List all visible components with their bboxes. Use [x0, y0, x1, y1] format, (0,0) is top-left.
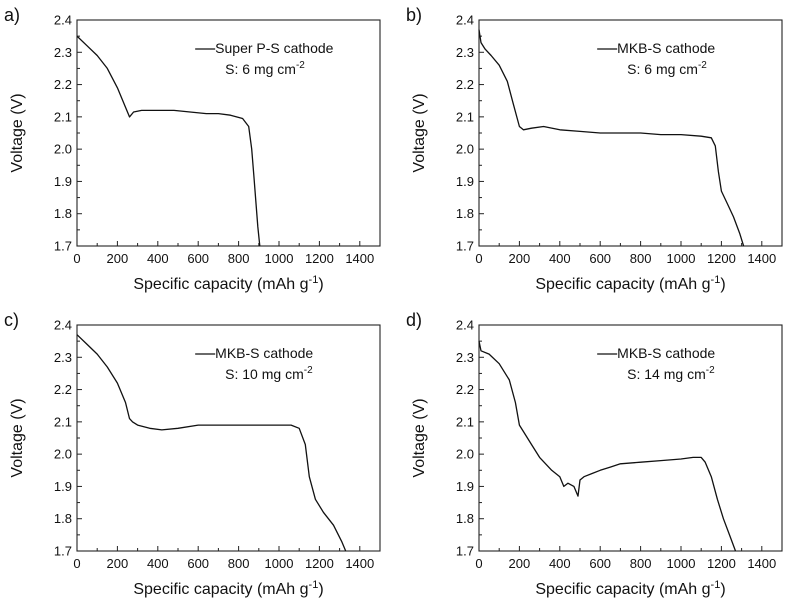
panel-letter: b): [406, 5, 422, 25]
x-tick-label: 400: [147, 251, 169, 266]
y-tick-label: 2.2: [456, 77, 474, 92]
y-axis-title: Voltage (V): [9, 398, 26, 477]
y-tick-label: 2.2: [54, 382, 72, 397]
x-tick-label: 0: [475, 251, 482, 266]
x-tick-label: 0: [475, 556, 482, 571]
y-tick-label: 1.8: [54, 206, 72, 221]
y-tick-label: 2.0: [456, 142, 474, 157]
y-axis-title: Voltage (V): [411, 398, 428, 477]
x-tick-label: 1000: [667, 251, 696, 266]
series-line: [76, 35, 261, 247]
x-tick-label: 1200: [305, 556, 334, 571]
x-tick-label: 800: [630, 251, 652, 266]
y-tick-label: 1.8: [54, 511, 72, 526]
legend-series-label: Super P-S cathode: [215, 40, 334, 56]
x-tick-label: 600: [187, 251, 209, 266]
x-tick-label: 800: [228, 251, 250, 266]
legend-loading-label: S: 10 mg cm-2: [225, 365, 313, 382]
y-tick-label: 1.7: [456, 544, 474, 559]
x-tick-label: 1200: [707, 556, 736, 571]
x-tick-label: 0: [73, 556, 80, 571]
series-line: [478, 340, 737, 552]
x-tick-label: 400: [549, 556, 571, 571]
y-tick-label: 1.7: [456, 239, 474, 254]
legend-loading-label: S: 6 mg cm-2: [225, 60, 305, 77]
legend-series-label: MKB-S cathode: [215, 345, 313, 361]
x-tick-label: 1000: [265, 556, 294, 571]
y-tick-label: 2.3: [456, 350, 474, 365]
series-line: [478, 29, 745, 247]
y-tick-label: 2.1: [456, 109, 474, 124]
legend: MKB-S cathode S: 6 mg cm-2: [597, 40, 715, 77]
legend: MKB-S cathode S: 14 mg cm-2: [597, 345, 715, 382]
panel-letter: d): [406, 310, 422, 330]
y-tick-label: 2.2: [456, 382, 474, 397]
y-tick-label: 2.1: [54, 109, 72, 124]
x-tick-label: 400: [549, 251, 571, 266]
y-tick-label: 2.2: [54, 77, 72, 92]
y-tick-label: 1.9: [456, 479, 474, 494]
y-tick-label: 2.1: [54, 414, 72, 429]
x-tick-label: 400: [147, 556, 169, 571]
x-tick-label: 200: [509, 251, 531, 266]
legend-series-label: MKB-S cathode: [617, 345, 715, 361]
y-tick-label: 2.3: [456, 45, 474, 60]
y-tick-label: 1.9: [54, 479, 72, 494]
panel-1: 0 200 400 600 800 1000 1200 1400 1.7 1.8 1.9 2.0 2.1…: [4, 5, 381, 293]
x-tick-label: 1400: [345, 251, 374, 266]
y-tick-label: 2.0: [456, 447, 474, 462]
x-tick-label: 800: [630, 556, 652, 571]
x-tick-label: 600: [187, 556, 209, 571]
legend-loading-label: S: 6 mg cm-2: [627, 60, 707, 77]
x-tick-label: 1200: [707, 251, 736, 266]
x-tick-label: 600: [589, 556, 611, 571]
x-axis-title: Specific capacity (mAh g-1): [535, 274, 725, 293]
x-axis-title: Specific capacity (mAh g-1): [535, 579, 725, 598]
x-axis-title: Specific capacity (mAh g-1): [133, 579, 323, 598]
y-tick-label: 2.3: [54, 350, 72, 365]
y-tick-label: 1.7: [54, 239, 72, 254]
x-tick-label: 1200: [305, 251, 334, 266]
legend-series-label: MKB-S cathode: [617, 40, 715, 56]
x-tick-label: 1400: [747, 556, 776, 571]
y-tick-label: 2.3: [54, 45, 72, 60]
y-tick-label: 2.0: [54, 447, 72, 462]
x-axis-title: Specific capacity (mAh g-1): [133, 274, 323, 293]
y-tick-label: 2.4: [54, 13, 72, 28]
y-tick-label: 1.8: [456, 206, 474, 221]
y-tick-label: 2.1: [456, 414, 474, 429]
y-axis-title: Voltage (V): [411, 93, 428, 172]
x-tick-label: 1000: [667, 556, 696, 571]
panel-4: 0 200 400 600 800 1000 1200 1400 1.7 1.8 1.9 2.0 2.1…: [406, 310, 783, 598]
y-tick-label: 2.4: [54, 318, 72, 333]
x-tick-label: 1000: [265, 251, 294, 266]
y-tick-label: 2.4: [456, 318, 474, 333]
x-tick-label: 200: [107, 251, 129, 266]
x-tick-label: 600: [589, 251, 611, 266]
panel-2: 0 200 400 600 800 1000 1200 1400 1.7 1.8 1.9 2.0 2.1…: [406, 5, 783, 293]
panel-letter: a): [4, 5, 20, 25]
series-line: [76, 334, 347, 552]
legend-loading-label: S: 14 mg cm-2: [627, 365, 715, 382]
y-tick-label: 1.9: [54, 174, 72, 189]
y-tick-label: 2.4: [456, 13, 474, 28]
y-axis-title: Voltage (V): [9, 93, 26, 172]
x-tick-label: 1400: [345, 556, 374, 571]
y-tick-label: 2.0: [54, 142, 72, 157]
x-tick-label: 1400: [747, 251, 776, 266]
x-tick-label: 200: [107, 556, 129, 571]
y-tick-label: 1.9: [456, 174, 474, 189]
x-tick-label: 200: [509, 556, 531, 571]
x-tick-label: 0: [73, 251, 80, 266]
y-tick-label: 1.8: [456, 511, 474, 526]
panel-3: 0 200 400 600 800 1000 1200 1400 1.7 1.8 1.9 2.0 2.1…: [4, 310, 381, 598]
x-tick-label: 800: [228, 556, 250, 571]
legend: Super P-S cathode S: 6 mg cm-2: [195, 40, 334, 77]
y-tick-label: 1.7: [54, 544, 72, 559]
legend: MKB-S cathode S: 10 mg cm-2: [195, 345, 313, 382]
panel-letter: c): [4, 310, 19, 330]
